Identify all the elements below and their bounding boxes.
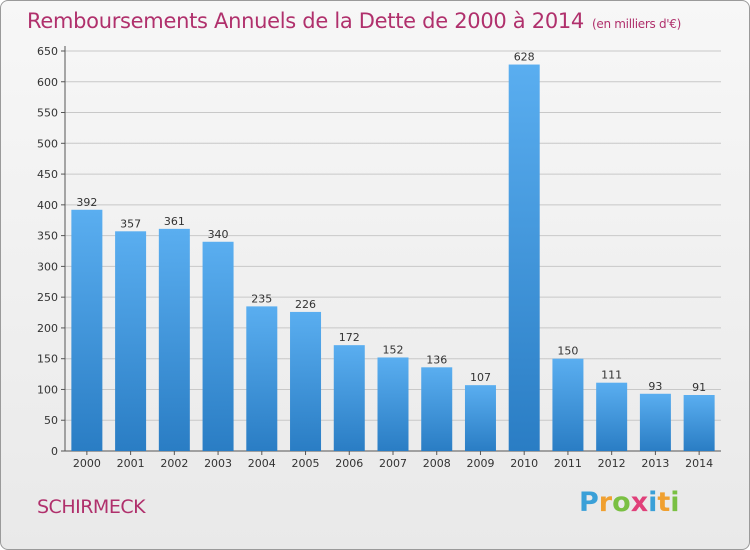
data-labels: 392 357 361 340 235 226 172 152 136 107 628 150 111 9… (76, 51, 706, 394)
chart-title-text: Remboursements Annuels de la Dette de 20… (27, 9, 584, 33)
y-tick-label: 550 (37, 107, 58, 120)
bars (71, 64, 715, 452)
bar-value-label: 340 (208, 228, 229, 241)
x-tick-label: 2000 (73, 457, 101, 470)
logo-letter: x (630, 487, 649, 518)
bar (596, 382, 628, 451)
y-tick-label: 50 (44, 414, 58, 427)
bar-value-label: 152 (383, 343, 404, 356)
x-tick-label: 2011 (554, 457, 582, 470)
y-tick-label: 0 (51, 445, 58, 458)
bar-value-label: 136 (426, 353, 447, 366)
bar (377, 357, 409, 451)
bar-value-label: 628 (514, 51, 535, 64)
chart-unit-label: (en milliers d'€) (592, 17, 682, 31)
bar-value-label: 111 (601, 369, 622, 382)
logo-letter: i (648, 487, 658, 518)
y-tick-label: 400 (37, 199, 58, 212)
bar (115, 231, 147, 451)
x-tick-label: 2009 (466, 457, 494, 470)
y-tick-label: 250 (37, 291, 58, 304)
logo-letter: o (612, 487, 631, 518)
y-tick-label: 350 (37, 230, 58, 243)
bar-value-label: 172 (339, 331, 360, 344)
x-tick-label: 2005 (292, 457, 320, 470)
bar-value-label: 357 (120, 217, 141, 230)
bar (202, 241, 234, 451)
bar-value-label: 93 (648, 380, 662, 393)
bar (552, 358, 584, 451)
city-name: SCHIRMECK (37, 496, 146, 518)
x-tick-label: 2004 (248, 457, 276, 470)
x-tick-label: 2006 (335, 457, 363, 470)
x-tick-label: 2008 (423, 457, 451, 470)
bar (158, 228, 190, 451)
y-tick-label: 300 (37, 260, 58, 273)
bar (290, 311, 322, 451)
logo-letter: t (657, 487, 671, 518)
x-tick-label: 2014 (685, 457, 713, 470)
logo-letter: r (598, 487, 613, 518)
logo-letter: i (670, 487, 680, 518)
bar (683, 395, 715, 451)
x-tick-label: 2010 (510, 457, 538, 470)
bar-value-label: 361 (164, 215, 185, 228)
bar (71, 209, 103, 451)
proxiti-logo: Proxiti (579, 487, 680, 518)
bar-value-label: 91 (692, 381, 706, 394)
x-tick-label: 2007 (379, 457, 407, 470)
x-tick-label: 2012 (598, 457, 626, 470)
y-tick-label: 500 (37, 137, 58, 150)
bar (639, 393, 671, 451)
bar (246, 306, 278, 451)
bar (508, 64, 540, 452)
x-tick-label: 2001 (117, 457, 145, 470)
x-tick-label: 2002 (160, 457, 188, 470)
bar (464, 385, 496, 451)
bar (421, 367, 453, 451)
bar (333, 345, 365, 451)
bar-value-label: 235 (251, 292, 272, 305)
y-tick-label: 650 (37, 45, 58, 58)
logo-letter: P (579, 487, 599, 518)
bar-value-label: 392 (76, 196, 97, 209)
y-tick-label: 600 (37, 76, 58, 89)
y-tick-label: 200 (37, 322, 58, 335)
bar-value-label: 226 (295, 298, 316, 311)
chart-title: Remboursements Annuels de la Dette de 20… (27, 9, 681, 33)
y-tick-label: 150 (37, 353, 58, 366)
bar-value-label: 107 (470, 371, 491, 384)
x-tick-label: 2013 (641, 457, 669, 470)
x-tick-label: 2003 (204, 457, 232, 470)
y-tick-label: 100 (37, 383, 58, 396)
y-tick-label: 450 (37, 168, 58, 181)
bar-value-label: 150 (557, 345, 578, 358)
